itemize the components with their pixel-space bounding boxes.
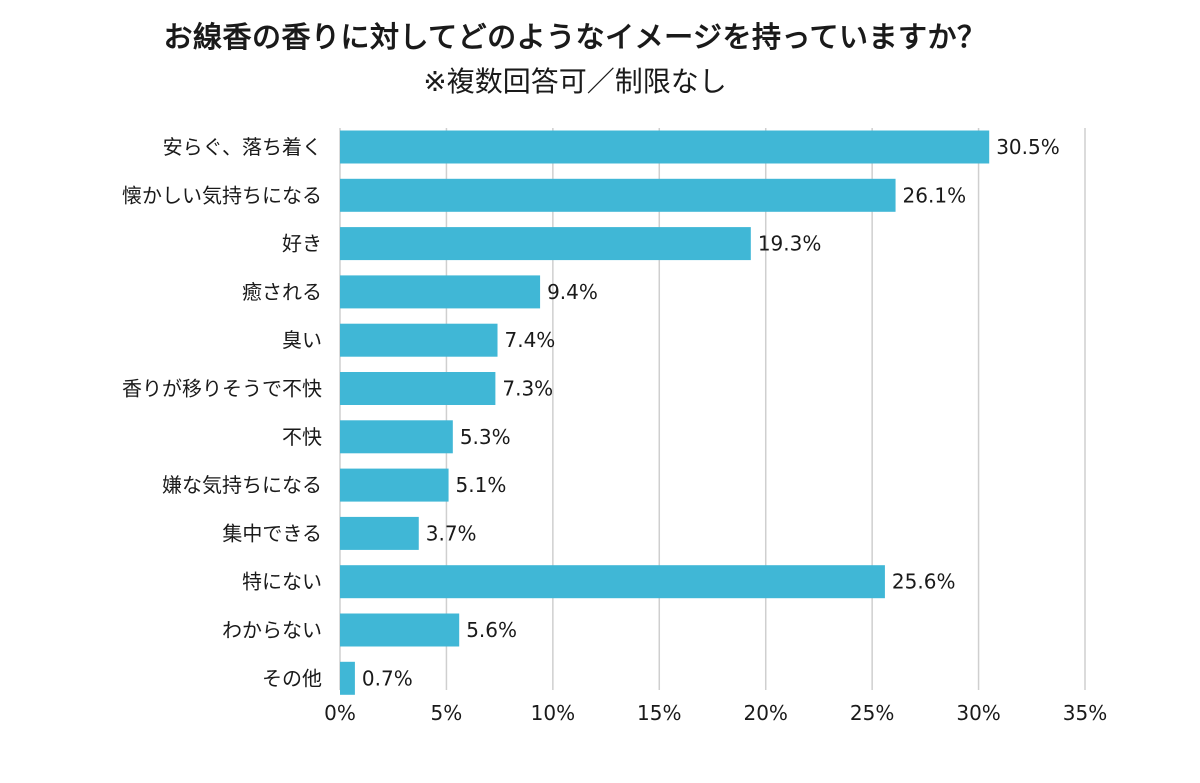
- x-tick-label: 25%: [850, 701, 894, 725]
- category-label: 癒される: [242, 280, 322, 304]
- chart-subtitle: ※複数回答可／制限なし: [423, 65, 727, 98]
- gridlines: [339, 128, 1086, 690]
- value-label: 26.1%: [903, 183, 967, 207]
- bar: [340, 468, 449, 502]
- value-label: 5.3%: [460, 425, 511, 449]
- bar: [340, 130, 990, 164]
- x-tick-label: 35%: [1063, 701, 1107, 725]
- value-label: 19.3%: [758, 232, 822, 256]
- value-label: 7.4%: [505, 328, 556, 352]
- value-label: 30.5%: [996, 135, 1060, 159]
- category-label: 臭い: [282, 328, 322, 352]
- bar: [340, 275, 541, 309]
- category-label: 懐かしい気持ちになる: [122, 183, 322, 207]
- bar: [340, 613, 460, 647]
- bars: [340, 130, 990, 695]
- x-tick-label: 30%: [956, 701, 1000, 725]
- value-label: 0.7%: [362, 666, 413, 690]
- value-labels: 30.5% 26.1% 19.3% 9.4% 7.4% 7.3% 5.3% 5.1% 3.7% 2…: [362, 135, 1060, 690]
- category-label: 集中できる: [222, 521, 322, 545]
- bar: [340, 323, 498, 357]
- value-label: 9.4%: [547, 280, 598, 304]
- category-label: 嫌な気持ちになる: [162, 473, 322, 497]
- value-label: 7.3%: [502, 377, 553, 401]
- bar: [340, 178, 896, 212]
- x-tick-label: 5%: [431, 701, 463, 725]
- category-label: 不快: [282, 425, 322, 449]
- chart-title: お線香の香りに対してどのようなイメージを持っていますか？: [163, 20, 987, 54]
- category-label: 好き: [282, 232, 322, 256]
- x-tick-label: 10%: [531, 701, 575, 725]
- category-label: 香りが移りそうで不快: [122, 377, 322, 401]
- x-tick-label: 15%: [637, 701, 681, 725]
- x-tick-label: 0%: [324, 701, 356, 725]
- bar: [340, 372, 496, 405]
- value-label: 5.1%: [456, 473, 507, 497]
- bar: [340, 227, 751, 261]
- value-label: 25.6%: [892, 570, 956, 594]
- bar: [340, 516, 419, 550]
- x-tick-label: 20%: [743, 701, 787, 725]
- bar: [340, 565, 885, 599]
- x-axis-ticks: 0% 5% 10% 15% 20% 25% 30% 35%: [324, 701, 1107, 725]
- category-label: 安らぐ、落ち着く: [163, 135, 322, 159]
- category-label: 特にない: [242, 570, 322, 594]
- category-label: その他: [262, 666, 322, 690]
- bar: [340, 420, 453, 454]
- bar: [340, 661, 355, 695]
- category-label: わからない: [222, 618, 322, 642]
- category-labels: 安らぐ、落ち着く懐かしい気持ちになる好き癒される臭い香りが移りそうで不快不快嫌な…: [122, 135, 322, 690]
- value-label: 5.6%: [466, 618, 517, 642]
- value-label: 3.7%: [426, 521, 477, 545]
